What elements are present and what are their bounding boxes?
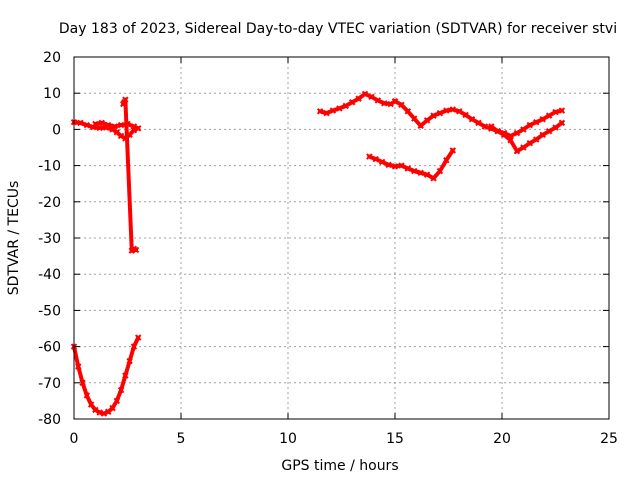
data-point <box>134 334 142 341</box>
data-point <box>558 107 566 114</box>
x-tick-label: 20 <box>493 431 511 447</box>
data-trace <box>123 359 132 378</box>
x-tick-label: 10 <box>279 431 297 447</box>
data-point <box>449 147 456 154</box>
series-segment-c-deep-dip <box>70 334 142 417</box>
y-tick-label: -70 <box>38 376 61 392</box>
data-trace <box>123 97 134 253</box>
y-axis-label: SDTVAR / TECUs <box>6 181 22 296</box>
y-tick-label: -20 <box>38 195 61 211</box>
x-tick-label: 5 <box>177 431 186 447</box>
y-tick-label: 20 <box>43 50 61 66</box>
tick-layer: 0 5 10 15 20 25 20 10 0 -10 -20 -30 -40 -50 -60 -70 -80 <box>38 50 618 447</box>
x-tick-label: 15 <box>386 431 404 447</box>
series-segment-f-mid-low <box>366 147 456 182</box>
data-point <box>92 120 99 128</box>
data-point <box>558 119 566 127</box>
grid-layer <box>74 57 609 419</box>
x-axis-label: GPS time / hours <box>281 458 398 474</box>
series-segment-b-isolated <box>120 96 140 254</box>
x-tick-label: 25 <box>600 431 618 447</box>
y-tick-label: -80 <box>38 412 61 428</box>
y-tick-label: -10 <box>38 159 61 175</box>
y-tick-label: -60 <box>38 340 61 356</box>
y-tick-label: 0 <box>52 122 61 138</box>
data-trace <box>76 364 85 385</box>
series-segment-e-afternoon-low <box>488 119 566 155</box>
data-point <box>132 246 140 254</box>
y-tick-label: 10 <box>43 86 61 102</box>
chart-title: Day 183 of 2023, Sidereal Day-to-day VTE… <box>59 21 617 37</box>
y-tick-label: -50 <box>38 303 61 319</box>
data-trace <box>72 344 81 369</box>
y-tick-label: -40 <box>38 267 61 283</box>
data-trace <box>127 344 136 364</box>
series-segment-d-afternoon-high <box>316 90 566 140</box>
y-tick-label: -30 <box>38 231 61 247</box>
x-tick-label: 0 <box>70 431 79 447</box>
data-points-layer <box>70 90 566 417</box>
data-trace <box>119 373 128 393</box>
